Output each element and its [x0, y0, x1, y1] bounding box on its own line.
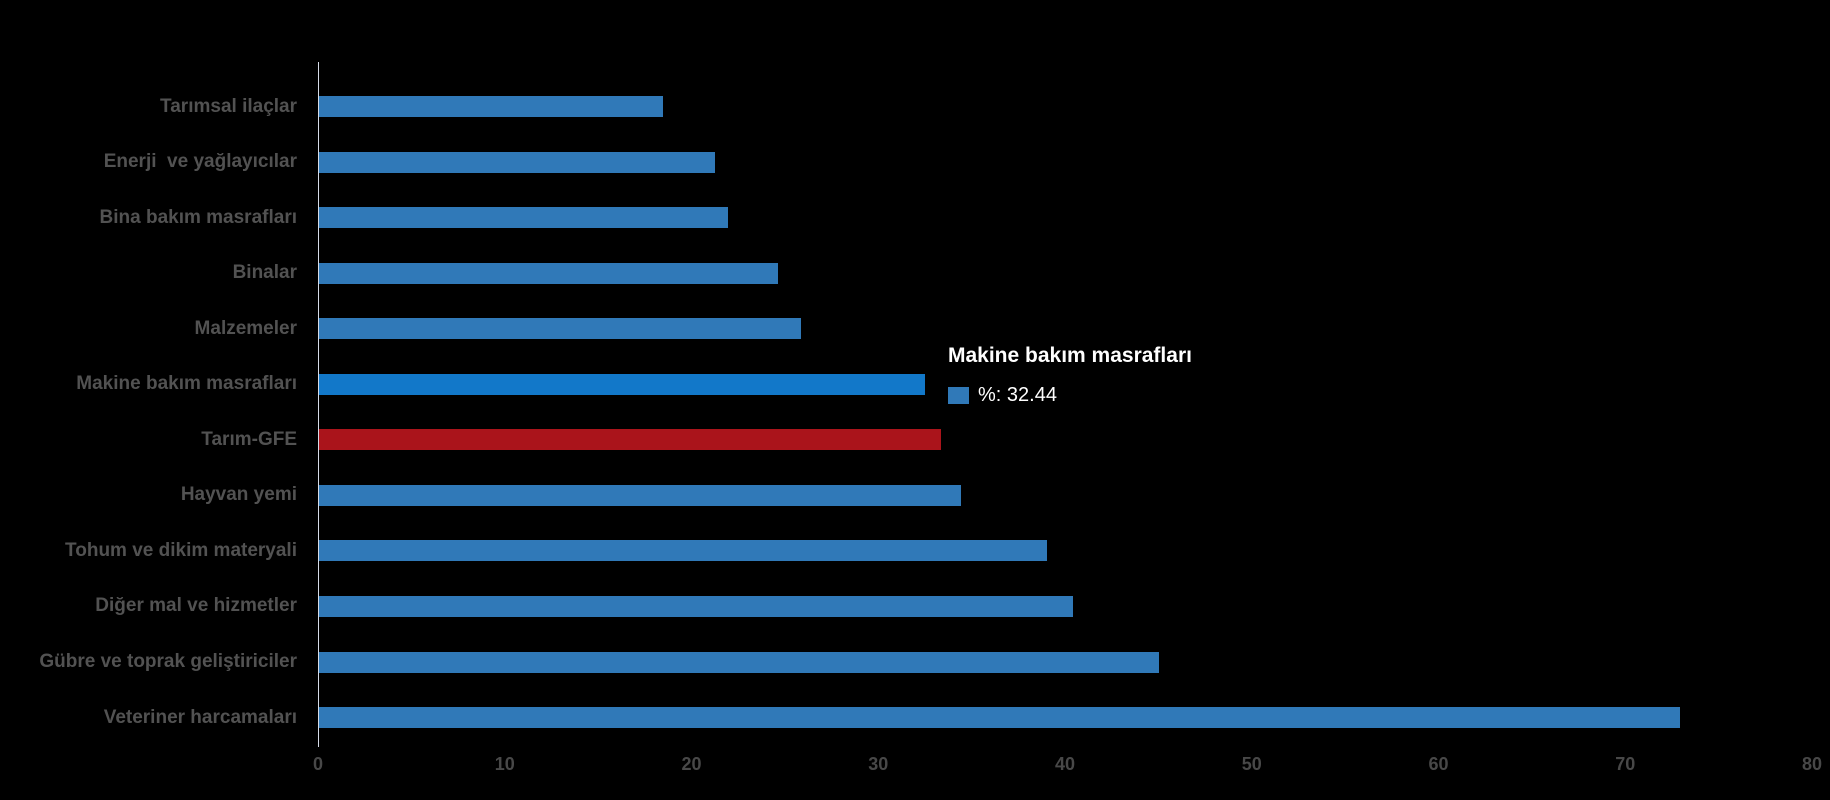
category-label-row-5: Makine bakım masrafları: [76, 373, 297, 395]
x-tick-60: 60: [1428, 754, 1449, 774]
category-label-row-11: Veteriner harcamaları: [103, 706, 297, 728]
bar-row-10[interactable]: [319, 651, 1160, 673]
category-label-row-4: Malzemeler: [194, 317, 297, 339]
bar-row-3[interactable]: [319, 262, 779, 284]
x-tick-20: 20: [681, 754, 702, 774]
x-tick-40: 40: [1054, 754, 1076, 774]
y-axis-line: [318, 62, 319, 747]
category-label-row-10: Gübre ve toprak geliştiriciler: [39, 651, 297, 672]
bar-row-6[interactable]: [319, 429, 941, 451]
tooltip-title: Makine bakım masrafları: [948, 344, 1192, 367]
category-label-row-3: Binalar: [232, 262, 297, 284]
bar-row-0[interactable]: [319, 96, 663, 117]
category-label-row-0: Tarımsal ilaçlar: [160, 95, 297, 117]
category-label-row-6: Tarım-GFE: [201, 428, 297, 450]
x-tick-30: 30: [868, 754, 889, 774]
x-tick-80: 80: [1801, 754, 1823, 774]
bar-row-4[interactable]: [319, 318, 801, 340]
bar-row-9[interactable]: [319, 595, 1074, 617]
bar-row-8[interactable]: [319, 540, 1048, 562]
bar-row-11[interactable]: [319, 707, 1681, 729]
category-label-row-7: Hayvan yemi: [180, 484, 297, 506]
x-tick-10: 10: [494, 754, 515, 774]
x-tick-50: 50: [1241, 754, 1262, 774]
tooltip-value-row: %: 32.44: [948, 384, 1192, 407]
x-tick-0: 0: [312, 754, 324, 774]
bar-row-5[interactable]: [319, 373, 925, 395]
category-label-row-9: Diğer mal ve hizmetler: [95, 595, 297, 617]
category-label-row-8: Tohum ve dikim materyali: [65, 539, 297, 561]
tooltip: Makine bakım masrafları %: 32.44: [948, 344, 1192, 407]
bar-row-7[interactable]: [319, 484, 962, 506]
category-label-row-1: Enerji ve yağlayıcılar: [103, 151, 297, 173]
bar-row-2[interactable]: [319, 207, 728, 229]
category-label-row-2: Bina bakım masrafları: [99, 206, 297, 228]
bar-row-1[interactable]: [319, 151, 715, 173]
tooltip-series-swatch-icon: [948, 387, 969, 404]
tooltip-value: %: 32.44: [978, 384, 1057, 406]
x-tick-70: 70: [1615, 754, 1636, 774]
